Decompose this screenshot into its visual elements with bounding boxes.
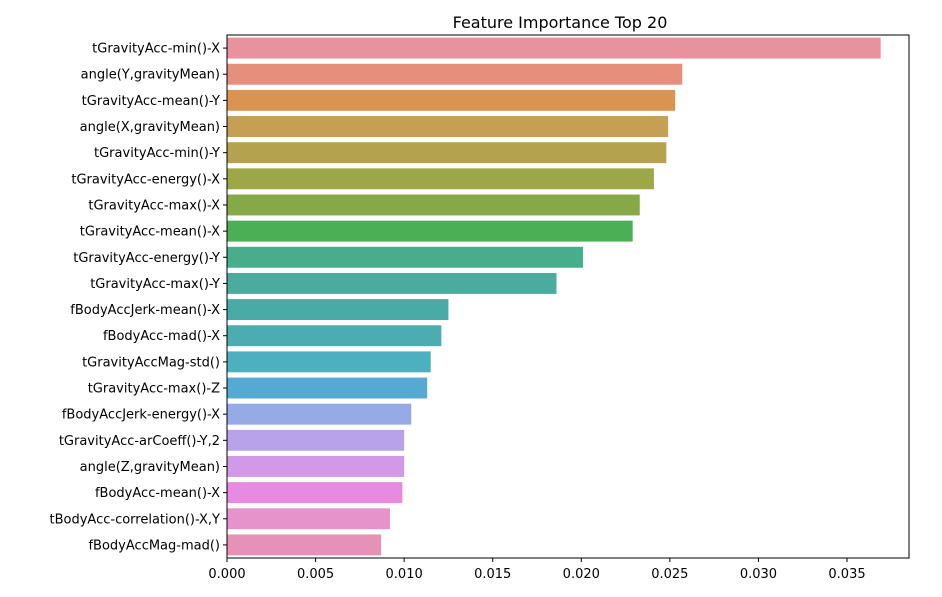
y-tick-label: tGravityAcc-max()-Z xyxy=(88,382,220,397)
y-tick-label: tGravityAcc-min()-X xyxy=(92,42,220,57)
bar xyxy=(227,63,683,85)
y-tick-label: tGravityAcc-energy()-X xyxy=(71,172,220,187)
bar xyxy=(227,403,412,425)
x-tick-label: 0.015 xyxy=(474,567,511,582)
bar xyxy=(227,508,390,530)
y-tick-label: fBodyAccJerk-energy()-X xyxy=(62,408,220,423)
x-tick-label: 0.010 xyxy=(386,567,423,582)
bar xyxy=(227,89,676,111)
bar xyxy=(227,37,881,59)
y-tick-labels: tGravityAcc-min()-X angle(Y,gravityMean) t… xyxy=(50,42,227,553)
y-tick-label: fBodyAcc-mean()-X xyxy=(95,486,220,501)
bar xyxy=(227,142,667,164)
bar xyxy=(227,377,428,399)
bar xyxy=(227,299,449,321)
x-axis-ticks: 0.000 0.005 0.010 0.015 0.020 0.025 0.030 0.035 xyxy=(208,558,866,582)
y-tick-label: tGravityAcc-energy()-Y xyxy=(73,251,220,266)
x-tick-label: 0.035 xyxy=(828,567,865,582)
bars-layer xyxy=(227,37,881,556)
x-tick-label: 0.005 xyxy=(297,567,334,582)
x-tick-label: 0.025 xyxy=(651,567,688,582)
bar xyxy=(227,168,654,190)
y-tick-label: tGravityAcc-mean()-X xyxy=(80,225,220,240)
bar xyxy=(227,116,669,137)
bar xyxy=(227,246,584,268)
y-tick-label: fBodyAccJerk-mean()-X xyxy=(70,303,220,318)
bar xyxy=(227,220,633,242)
y-tick-label: angle(Y,gravityMean) xyxy=(81,68,220,83)
y-tick-label: fBodyAcc-mad()-X xyxy=(103,329,220,344)
y-tick-label: tGravityAcc-max()-X xyxy=(88,198,220,213)
bar xyxy=(227,325,442,347)
plot-frame xyxy=(226,34,910,559)
bar xyxy=(227,194,640,216)
y-tick-label: tGravityAccMag-std() xyxy=(82,355,220,370)
y-tick-label: fBodyAccMag-mad() xyxy=(88,538,220,553)
y-tick-label: tBodyAcc-correlation()-X,Y xyxy=(50,512,221,527)
bar xyxy=(227,272,557,294)
chart-title: Feature Importance Top 20 xyxy=(453,13,668,32)
bar xyxy=(227,456,405,477)
y-tick-label: angle(X,gravityMean) xyxy=(80,120,220,135)
bar xyxy=(227,534,382,556)
y-tick-label: tGravityAcc-mean()-Y xyxy=(82,94,220,109)
x-tick-label: 0.000 xyxy=(208,567,245,582)
bar xyxy=(227,482,403,504)
y-tick-label: tGravityAcc-arCoeff()-Y,2 xyxy=(59,434,220,449)
x-tick-label: 0.020 xyxy=(563,567,600,582)
y-tick-label: tGravityAcc-max()-Y xyxy=(90,277,220,292)
y-tick-label: angle(Z,gravityMean) xyxy=(80,460,220,475)
y-tick-label: tGravityAcc-min()-Y xyxy=(94,146,220,161)
bar xyxy=(227,429,405,451)
x-tick-label: 0.030 xyxy=(740,567,777,582)
bar xyxy=(227,351,431,373)
